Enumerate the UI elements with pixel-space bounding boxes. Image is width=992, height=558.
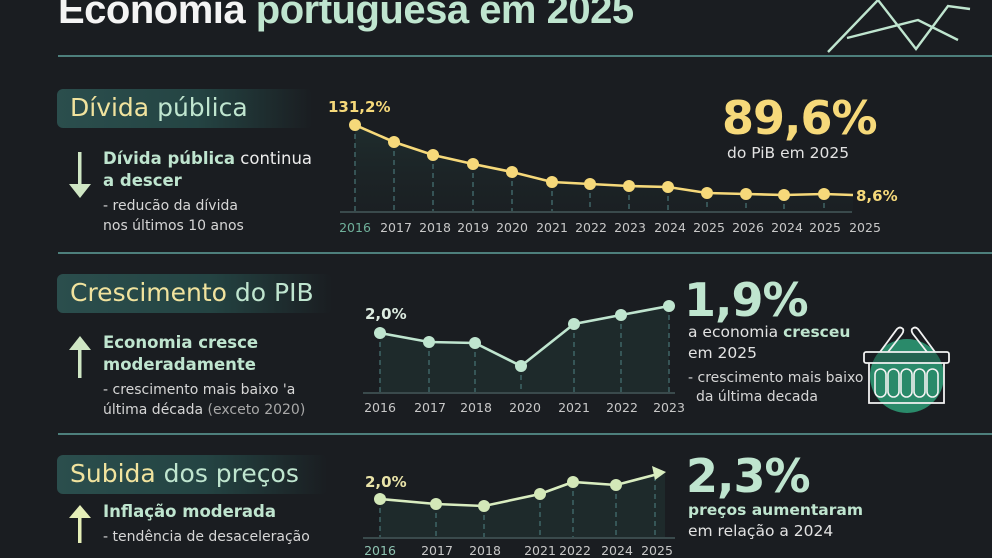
prices-chart: 2,0% 2016 2017 2018 2021 2022 2024 2025 [363, 466, 675, 558]
x-tick: 2022 [575, 220, 607, 235]
heading-word-1: Dívida [70, 93, 150, 122]
cap-bold: cresceu [783, 323, 851, 341]
cap-line2: em 2025 [688, 344, 758, 362]
arrow-down-icon [69, 152, 91, 198]
sub-line2: nos últimos 10 anos [103, 218, 244, 234]
x-tick: 2021 [524, 543, 556, 558]
growth-sub: - crescimento mais baixo 'a última décad… [103, 380, 305, 420]
heading-word-1: Subida [70, 459, 156, 488]
x-tick: 2020 [496, 220, 528, 235]
section-heading-prices: Subida dos preços [57, 455, 327, 494]
x-tick: 2018 [469, 543, 501, 558]
sub-line1: - crescimento mais baixo 'a [103, 382, 296, 398]
debt-chart: 131,2% 8,6% 2016 2017 2018 2019 2020 202… [328, 98, 898, 235]
lead-line2: moderadamente [103, 355, 256, 374]
x-tick: 2023 [614, 220, 646, 235]
heading-word-2: pública [157, 93, 248, 122]
debt-big-value: 89,6% [722, 91, 878, 145]
prices-start-label: 2,0% [365, 473, 407, 491]
sub-line2a: última década [103, 402, 204, 418]
heading-word-2: do PIB [234, 278, 314, 307]
x-tick: 2017 [380, 220, 412, 235]
prices-sub: - tendência de desaceleração [103, 529, 310, 545]
x-tick: 2021 [558, 400, 590, 415]
arrow-up-icon [69, 336, 91, 378]
x-tick: 2024 [601, 543, 633, 558]
lead-line2: a descer [103, 171, 182, 190]
title-white: Economia [58, 0, 246, 32]
arrow-up-icon [69, 505, 91, 543]
growth-lead: Economia cresce moderadamente [103, 332, 258, 376]
sub-line1: - reducão da dívida [103, 198, 238, 214]
section-divider [58, 433, 992, 435]
shopping-basket-icon [863, 326, 950, 413]
growth-start-label: 2,0% [365, 305, 407, 323]
debt-caption: do PiB em 2025 [727, 144, 850, 162]
x-tick: 2016 [364, 400, 396, 415]
x-tick: 2019 [457, 220, 489, 235]
x-tick: 2025 [849, 220, 881, 235]
x-tick: 2017 [421, 543, 453, 558]
cap-bold: preços aumentaram [688, 501, 864, 519]
debt-start-label: 131,2% [328, 98, 390, 116]
growth-big-value: 1,9% [684, 273, 809, 327]
x-tick: 2020 [509, 400, 541, 415]
title-green: portuguesa em 2025 [255, 0, 634, 32]
x-tick: 2018 [419, 220, 451, 235]
prices-lead: Inflação moderada [103, 502, 276, 521]
debt-sub: - reducão da dívida nos últimos 10 anos [103, 196, 244, 236]
growth-cap-sub: - crescimento mais baixo da última decad… [688, 369, 863, 407]
heading-word-2: dos preços [163, 459, 299, 488]
x-tick: 2021 [536, 220, 568, 235]
growth-caption: a economia cresceu em 2025 [688, 322, 850, 364]
section-heading-debt: Dívida pública [57, 89, 312, 128]
page-title: Economia portuguesa em 2025 [58, 0, 634, 33]
cap-line2: em relação a 2024 [688, 522, 834, 540]
x-tick: 2016 [364, 543, 396, 558]
heading-word-1: Crescimento [70, 278, 227, 307]
sub-line2b: (exceto 2020) [203, 402, 306, 418]
x-tick: 2018 [460, 400, 492, 415]
x-tick: 2016 [339, 220, 371, 235]
x-tick: 2017 [414, 400, 446, 415]
x-tick: 2025 [693, 220, 725, 235]
section-heading-growth: Crescimento do PIB [57, 274, 332, 313]
section-divider [58, 252, 992, 254]
x-tick: 2024 [771, 220, 803, 235]
prices-big-value: 2,3% [686, 449, 811, 503]
debt-lead: Dívida pública continua a descer [103, 148, 312, 192]
header-divider [58, 55, 992, 57]
cap-sub2: da última decada [696, 389, 818, 405]
prices-caption: preços aumentaram em relação a 2024 [688, 500, 863, 542]
lead-normal: continua [235, 149, 313, 168]
debt-end-label: 8,6% [856, 187, 898, 205]
cap-sub1: - crescimento mais baixo [688, 370, 864, 386]
lead-line1: Economia cresce [103, 333, 259, 352]
x-tick: 2026 [732, 220, 764, 235]
x-tick: 2022 [559, 543, 591, 558]
line-chart-icon [827, 0, 971, 53]
x-tick: 2022 [606, 400, 638, 415]
x-tick: 2023 [653, 400, 685, 415]
x-tick: 2025 [809, 220, 841, 235]
growth-chart: 2,0% 2016 2017 2018 2020 2021 2022 2023 [363, 300, 685, 415]
x-tick: 2024 [654, 220, 686, 235]
x-tick: 2025 [641, 543, 673, 558]
cap-text: a economia [688, 323, 784, 341]
lead-bold: Dívida pública [103, 149, 236, 168]
